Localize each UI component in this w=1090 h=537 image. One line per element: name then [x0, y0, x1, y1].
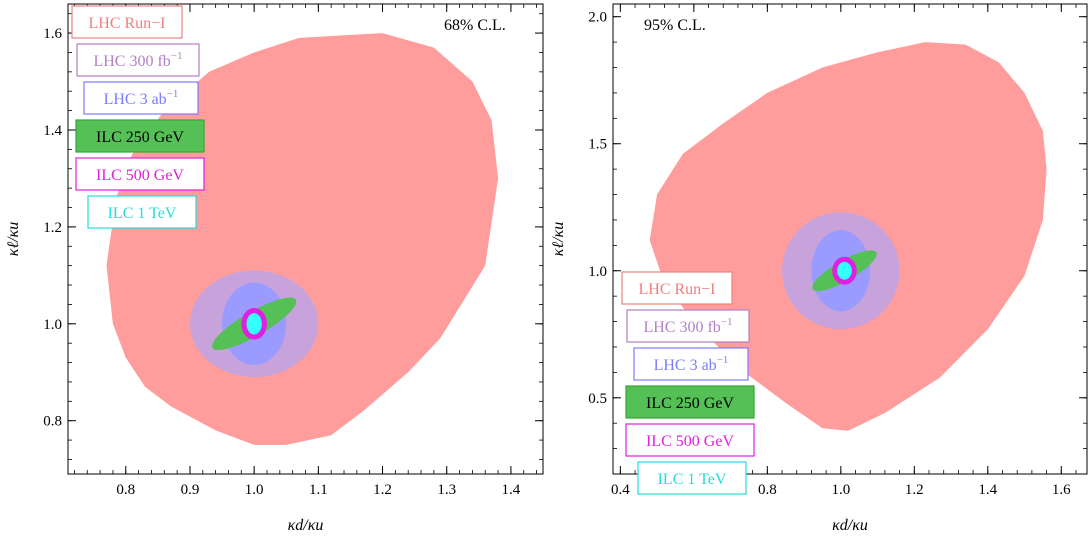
- legend-label: LHC 300 fb−1: [93, 50, 182, 70]
- legend-label: ILC 250 GeV: [96, 129, 184, 146]
- legend-item: LHC Run−I: [621, 271, 733, 305]
- legend-item: LHC 3 ab−1: [633, 347, 749, 381]
- legend-label: ILC 500 GeV: [96, 167, 184, 184]
- axis-ticks: [68, 4, 543, 474]
- legend-swatch: [625, 385, 755, 419]
- x-tick-label: 1.2: [373, 482, 392, 498]
- x-tick-label: 1.3: [437, 482, 456, 498]
- y-tick-label: 1.0: [588, 264, 607, 280]
- x-tick-label: 0.9: [181, 482, 200, 498]
- confidence-level-label: 68% C.L.: [444, 17, 506, 34]
- x-tick-label: 0.8: [116, 482, 135, 498]
- legend-item: ILC 500 GeV: [75, 157, 205, 191]
- legend: LHC Run−I LHC 300 fb−1 LHC 3 ab−1 ILC 250 G…: [621, 271, 755, 495]
- chart-panel-68cl: 0.8 0.9 1.0 1.1 1.2 1.3 1.4 0.8 1.0 1.2 1.4 1.6 κd/κ…: [5, 3, 544, 534]
- legend-swatch: [621, 271, 733, 305]
- x-axis-label: κd/κu: [288, 517, 324, 534]
- legend-swatch: [625, 423, 755, 457]
- plot-frame: [612, 3, 1088, 475]
- x-tick-label: 1.1: [309, 482, 328, 498]
- x-tick-label: 1.4: [502, 482, 521, 498]
- region-ilc-1-tev: [246, 313, 262, 335]
- legend-swatch: [637, 461, 747, 495]
- y-axis-label: κℓ/κu: [5, 222, 22, 256]
- legend-label: ILC 500 GeV: [646, 433, 734, 450]
- legend-label: LHC Run−I: [638, 281, 715, 298]
- legend-item: ILC 250 GeV: [75, 119, 205, 153]
- legend-item: ILC 1 TeV: [637, 461, 747, 495]
- x-tick-label: 1.0: [245, 482, 264, 498]
- x-tick-label: 0.8: [758, 482, 777, 498]
- legend-label: LHC 3 ab−1: [654, 354, 729, 374]
- y-tick-label: 1.5: [588, 137, 607, 153]
- legend-swatch: [75, 119, 205, 153]
- legend-label: ILC 1 TeV: [658, 471, 727, 488]
- legend-item: ILC 500 GeV: [625, 423, 755, 457]
- x-tick-label: 1.6: [1052, 482, 1071, 498]
- confidence-level-label: 95% C.L.: [644, 17, 706, 34]
- legend-item: LHC 300 fb−1: [76, 43, 200, 77]
- legend-item: LHC 3 ab−1: [83, 81, 199, 115]
- y-tick-label: 0.5: [588, 391, 607, 407]
- y-tick-label: 2.0: [588, 10, 607, 26]
- legend-swatch: [87, 195, 197, 229]
- axis-ticks: [613, 4, 1087, 475]
- y-tick-label: 1.6: [43, 26, 62, 42]
- y-tick-label: 1.2: [43, 220, 62, 236]
- legend-swatch: [83, 81, 199, 115]
- legend-item: LHC 300 fb−1: [626, 309, 750, 343]
- x-tick-label: 1.0: [831, 482, 850, 498]
- chart-panel-95cl: 0.40.60.81.01.21.41.60.51.01.52.0κd/κuκℓ…: [550, 3, 1088, 534]
- legend-label: LHC Run−I: [88, 15, 165, 32]
- x-tick-label: 0.4: [611, 482, 630, 498]
- y-tick-label: 0.8: [43, 414, 62, 430]
- legend-swatch: [76, 43, 200, 77]
- legend-swatch: [71, 5, 183, 39]
- x-tick-label: 1.4: [978, 482, 997, 498]
- legend-swatch: [633, 347, 749, 381]
- legend-item: ILC 250 GeV: [625, 385, 755, 419]
- legend-label: ILC 1 TeV: [108, 205, 177, 222]
- legend-item: ILC 1 TeV: [87, 195, 197, 229]
- x-axis-label: κd/κu: [832, 517, 868, 534]
- legend-item: LHC Run−I: [71, 5, 183, 39]
- legend-label: ILC 250 GeV: [646, 395, 734, 412]
- y-tick-label: 1.0: [43, 317, 62, 333]
- region-ilc-1-tev: [837, 261, 852, 280]
- x-tick-label: 1.2: [905, 482, 924, 498]
- y-tick-label: 1.4: [43, 123, 62, 139]
- legend-swatch: [75, 157, 205, 191]
- legend-label: LHC 3 ab−1: [104, 88, 179, 108]
- legend-label: LHC 300 fb−1: [643, 316, 732, 336]
- y-axis-label: κℓ/κu: [550, 222, 567, 256]
- legend-swatch: [626, 309, 750, 343]
- legend: LHC Run−I LHC 300 fb−1 LHC 3 ab−1 ILC 250 G…: [71, 5, 205, 229]
